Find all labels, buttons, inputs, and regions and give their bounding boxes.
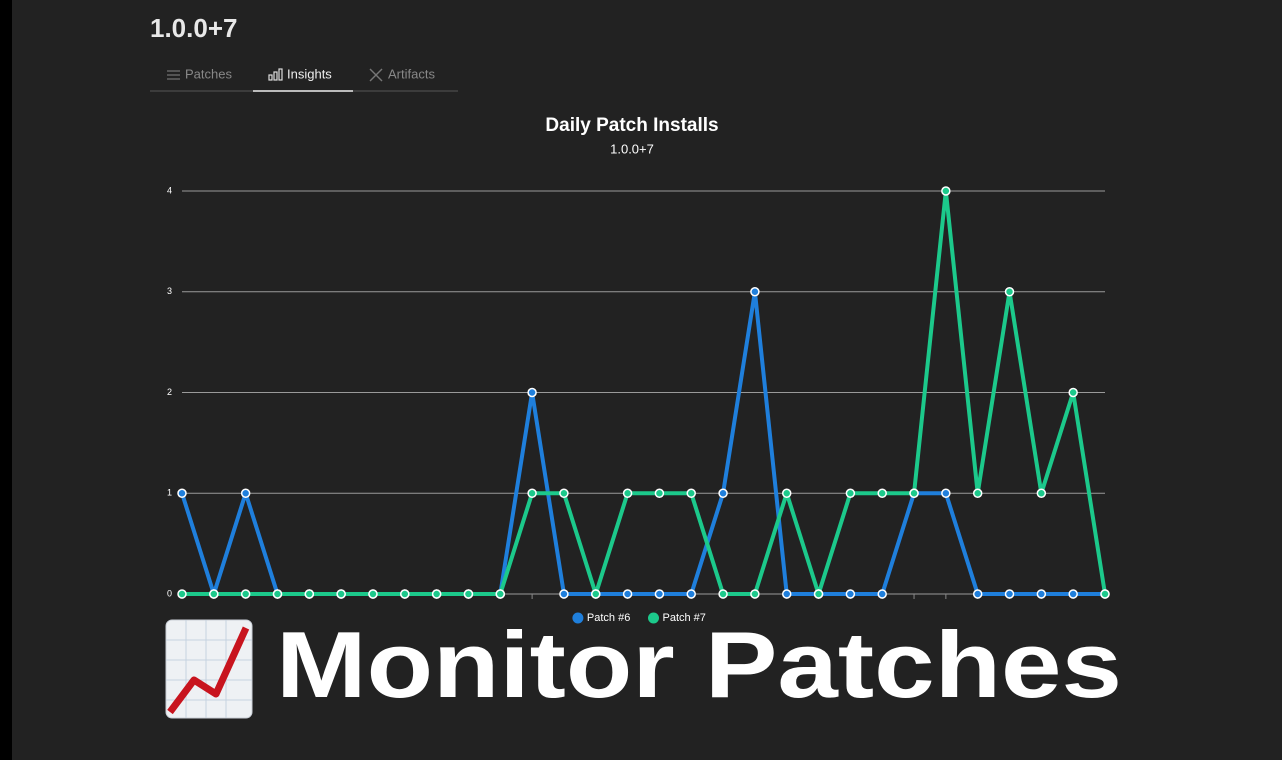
y-tick-label: 1 <box>167 488 172 498</box>
data-point <box>1100 589 1110 599</box>
data-point <box>941 488 951 498</box>
data-point <box>654 589 665 599</box>
tools-icon <box>369 68 383 82</box>
tab-patches[interactable]: Patches <box>167 66 232 81</box>
data-point <box>1068 387 1078 398</box>
data-point <box>400 589 410 599</box>
chart-emoji <box>165 619 253 719</box>
y-tick-label: 0 <box>167 588 172 598</box>
data-point <box>877 488 887 498</box>
tab-artifacts[interactable]: Artifacts <box>369 66 435 82</box>
data-point <box>591 589 601 599</box>
data-point <box>972 488 983 498</box>
data-point <box>622 589 633 599</box>
data-point <box>718 488 728 498</box>
data-point <box>750 287 760 297</box>
tab-insights[interactable]: Insights <box>268 66 332 81</box>
data-point <box>781 488 792 498</box>
legend-swatch <box>572 612 584 624</box>
data-point <box>1036 589 1047 599</box>
data-point <box>1036 488 1047 498</box>
data-point <box>240 589 251 599</box>
data-point <box>368 589 378 599</box>
data-point <box>1068 589 1078 599</box>
data-point <box>495 589 506 599</box>
legend-label: Patch #7 <box>663 612 706 624</box>
data-point <box>272 589 283 599</box>
chart-subtitle: 1.0.0+7 <box>610 141 654 156</box>
legend-swatch <box>648 612 659 624</box>
data-point <box>654 488 665 498</box>
legend-label: Patch #6 <box>587 612 630 624</box>
data-point <box>527 387 537 398</box>
bar-icon <box>268 68 283 81</box>
data-point <box>686 488 696 498</box>
tab-label: Patches <box>185 66 232 81</box>
data-point <box>177 488 187 498</box>
y-tick-label: 3 <box>167 286 172 296</box>
data-point <box>559 589 569 599</box>
release-title: 1.0.0+7 <box>150 13 237 43</box>
data-point <box>177 589 187 599</box>
data-point <box>845 589 856 599</box>
data-point <box>781 589 792 599</box>
data-point <box>845 488 856 498</box>
y-tick-label: 4 <box>167 185 172 195</box>
data-point <box>718 589 728 599</box>
data-point <box>750 589 760 599</box>
data-point <box>686 589 696 599</box>
tab-label: Insights <box>287 66 332 81</box>
data-point <box>304 589 315 599</box>
data-point <box>209 589 219 599</box>
data-point <box>240 488 251 498</box>
list-icon <box>167 70 180 80</box>
data-point <box>813 589 824 599</box>
data-point <box>431 589 442 599</box>
data-point <box>909 488 919 498</box>
data-point <box>622 488 633 498</box>
y-tick-label: 2 <box>167 387 172 397</box>
plot-area: 0 1 2 3 4 Patch #6 Patch #7 <box>167 185 1110 624</box>
data-point <box>463 589 474 599</box>
data-point <box>1004 287 1015 297</box>
data-point <box>336 589 346 599</box>
data-point <box>972 589 983 599</box>
series-line <box>182 189 1107 596</box>
tab-label: Artifacts <box>388 66 435 81</box>
data-point <box>877 589 887 599</box>
banner-text: Monitor Patches <box>276 612 1122 717</box>
data-point <box>559 488 569 498</box>
data-point <box>941 186 951 196</box>
data-point <box>1004 589 1015 599</box>
chart-title: Daily Patch Installs <box>545 115 718 136</box>
data-point <box>527 488 537 498</box>
